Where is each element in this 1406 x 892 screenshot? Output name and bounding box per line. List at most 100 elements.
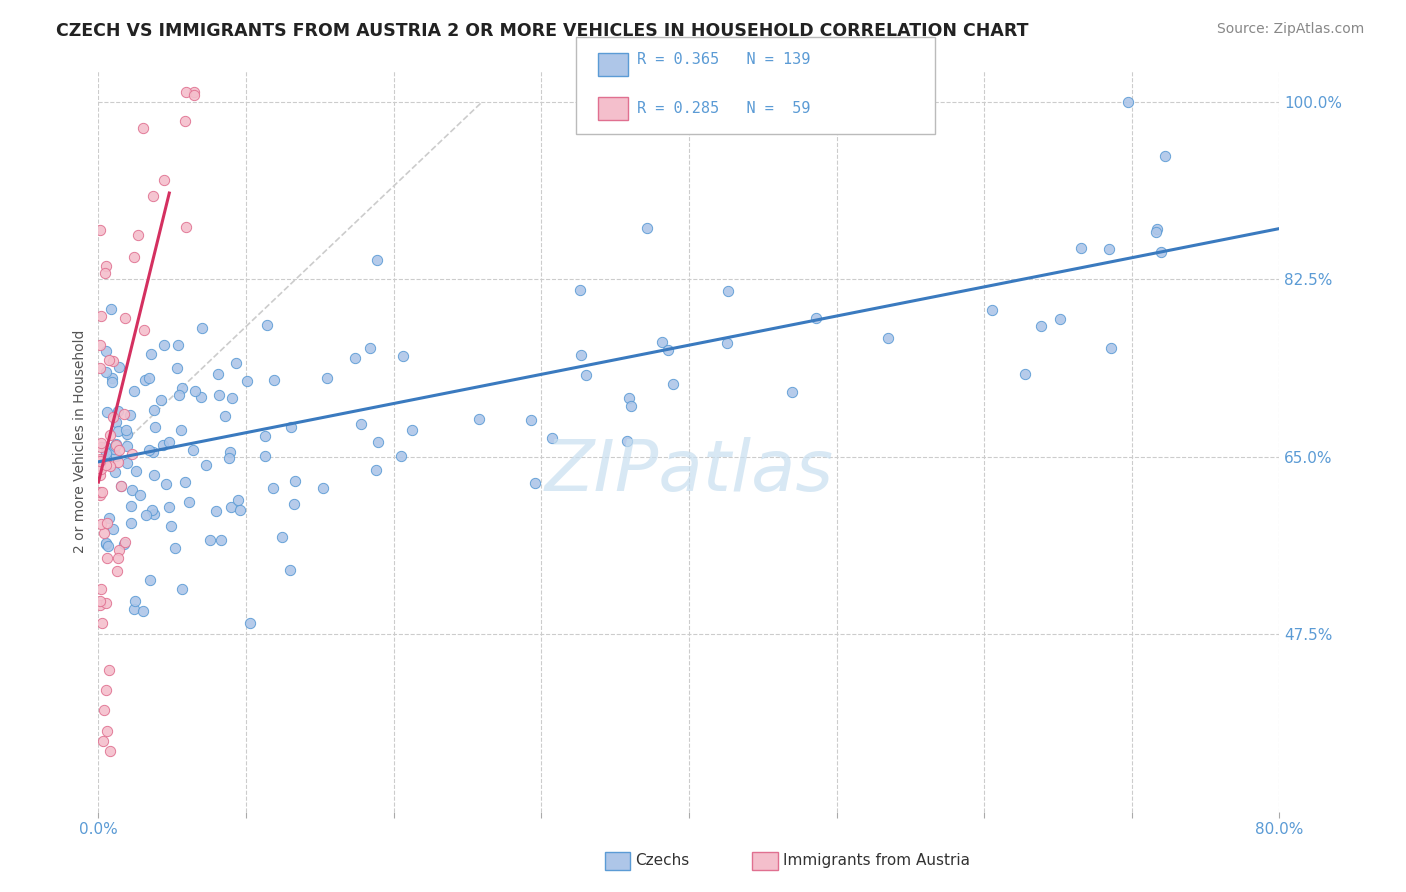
Text: R = 0.285   N =  59: R = 0.285 N = 59 xyxy=(637,102,810,116)
Point xyxy=(89,454,111,468)
Point xyxy=(101,354,124,368)
Point xyxy=(183,85,205,99)
Point xyxy=(105,564,128,578)
Point xyxy=(89,594,111,608)
Point xyxy=(312,481,335,495)
Point xyxy=(1101,341,1123,355)
Point xyxy=(205,504,228,518)
Point xyxy=(143,420,166,434)
Point xyxy=(96,458,118,472)
Point xyxy=(105,415,128,429)
Point xyxy=(218,450,240,465)
Point xyxy=(1014,368,1036,382)
Point xyxy=(90,484,112,499)
Point xyxy=(389,449,412,463)
Point xyxy=(110,479,132,493)
Point xyxy=(636,220,658,235)
Point xyxy=(569,348,592,362)
Point xyxy=(263,373,285,387)
Point xyxy=(91,733,114,747)
Point xyxy=(271,529,294,543)
Point xyxy=(254,449,277,463)
Point xyxy=(135,508,157,522)
Point xyxy=(619,392,641,406)
Point xyxy=(94,537,117,551)
Point xyxy=(174,113,197,128)
Point xyxy=(278,563,301,577)
Text: Czechs: Czechs xyxy=(636,854,690,868)
Point xyxy=(138,370,160,384)
Point xyxy=(1150,244,1173,259)
Point xyxy=(1144,225,1167,239)
Point xyxy=(160,518,183,533)
Point xyxy=(132,323,155,337)
Point xyxy=(194,458,217,472)
Point xyxy=(401,423,423,437)
Point xyxy=(716,285,738,299)
Point xyxy=(100,376,122,390)
Point xyxy=(98,428,121,442)
Point xyxy=(120,516,142,530)
Point xyxy=(120,409,142,423)
Point xyxy=(101,371,124,385)
Point xyxy=(142,507,165,521)
Point xyxy=(107,359,129,374)
Point xyxy=(181,442,204,457)
Point xyxy=(344,351,367,365)
Point xyxy=(103,409,125,424)
Point xyxy=(89,361,111,376)
Point xyxy=(150,392,173,407)
Point xyxy=(90,440,112,454)
Point xyxy=(128,488,150,502)
Point xyxy=(239,615,262,630)
Point xyxy=(89,599,111,613)
Point xyxy=(141,189,163,203)
Point xyxy=(183,88,205,103)
Point xyxy=(364,463,387,477)
Point xyxy=(94,344,117,359)
Point xyxy=(200,533,222,547)
Point xyxy=(114,311,136,326)
Point xyxy=(165,541,187,555)
Point xyxy=(155,476,177,491)
Point xyxy=(173,475,195,489)
Point xyxy=(877,331,900,345)
Point xyxy=(114,423,136,437)
Point xyxy=(716,336,738,351)
Point xyxy=(97,540,120,554)
Point xyxy=(236,374,259,388)
Point xyxy=(122,250,145,264)
Point xyxy=(1098,242,1121,256)
Point xyxy=(115,456,138,470)
Point xyxy=(190,390,212,404)
Point xyxy=(112,537,135,551)
Point xyxy=(170,423,193,437)
Point xyxy=(367,434,389,449)
Point xyxy=(359,341,381,355)
Point xyxy=(523,475,546,490)
Point xyxy=(177,494,200,508)
Point xyxy=(108,443,131,458)
Point xyxy=(142,468,165,483)
Point xyxy=(619,399,641,413)
Point xyxy=(1116,95,1139,109)
Point xyxy=(107,551,129,566)
Point xyxy=(93,526,115,541)
Point xyxy=(208,388,231,402)
Point xyxy=(221,391,243,405)
Point xyxy=(980,303,1002,318)
Point xyxy=(214,409,236,424)
Point xyxy=(103,442,125,456)
Point xyxy=(170,582,193,596)
Point xyxy=(107,455,129,469)
Point xyxy=(283,497,305,511)
Point xyxy=(520,412,543,426)
Point xyxy=(167,338,190,352)
Point xyxy=(141,503,163,517)
Point xyxy=(110,479,132,493)
Point xyxy=(94,683,117,698)
Point xyxy=(89,338,111,352)
Point xyxy=(804,311,827,326)
Point xyxy=(90,616,112,631)
Point xyxy=(122,601,145,615)
